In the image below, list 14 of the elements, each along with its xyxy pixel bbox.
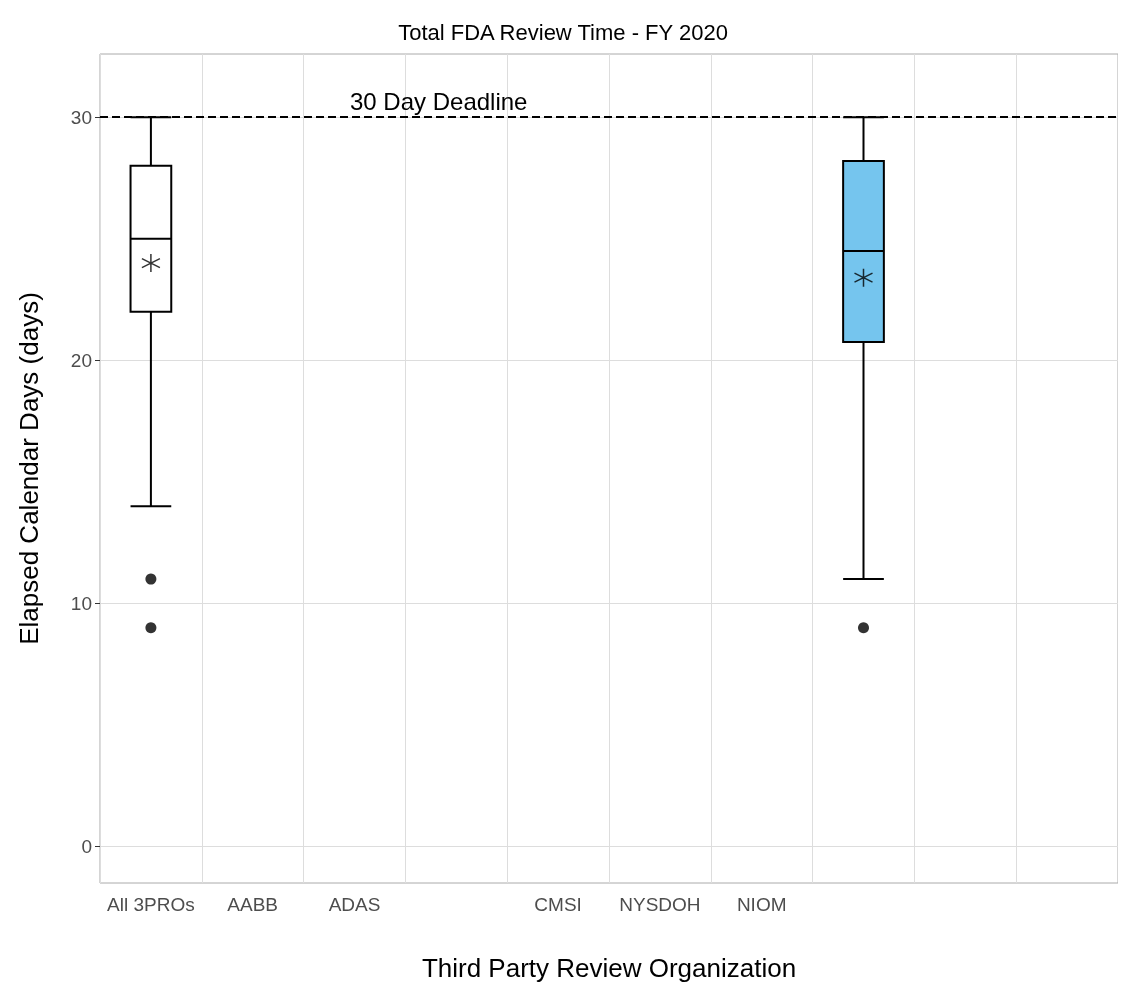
y-tick-label: 30	[70, 106, 92, 128]
x-tick-label: NYSDOH	[619, 894, 701, 915]
ref-line-label: 30 Day Deadline	[350, 87, 528, 115]
y-tick-label: 0	[81, 836, 92, 858]
x-tick-label: NIOM	[736, 894, 787, 915]
chart-title: Total FDA Review Time - FY 2020	[398, 19, 728, 45]
x-axis-title: Third Party Review Organization	[421, 953, 797, 983]
y-tick-label: 10	[70, 592, 92, 614]
x-tick-label: CMSI	[534, 894, 582, 915]
x-tick-label: ADAS	[328, 894, 381, 915]
x-tick-label: AABB	[227, 894, 279, 915]
y-tick-label: 20	[70, 349, 92, 371]
x-tick-label: All 3PROs	[107, 894, 195, 915]
y-axis-title: Elapsed Calendar Days (days)	[14, 292, 44, 645]
